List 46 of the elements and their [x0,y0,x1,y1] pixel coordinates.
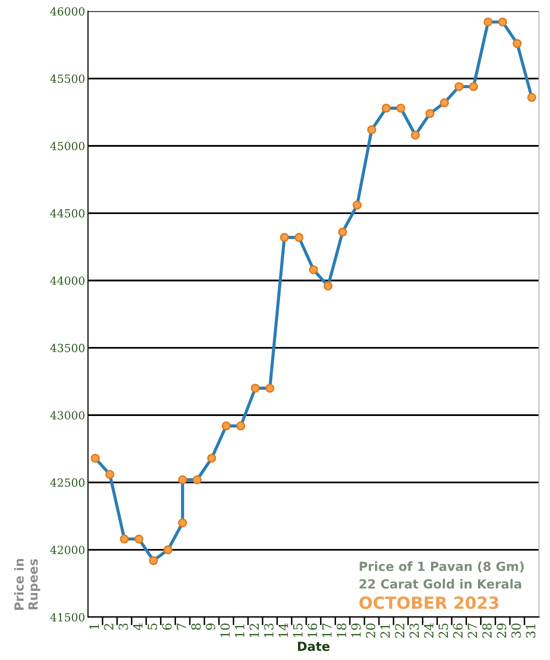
x-tick-label: 13 [264,624,274,638]
x-tick-label: 26 [453,623,463,638]
y-tick-label: 44000 [50,276,84,285]
x-tick-label: 12 [249,624,259,638]
y-tick-label: 42000 [50,546,84,554]
annotation: OCTOBER 2023 [359,596,498,610]
annotation: 22 Carat Gold in Kerala [360,578,522,589]
x-tick-label: 8 [191,623,201,630]
y-axis-title: Price in Rupees [14,558,40,610]
y-tick-label: 42500 [50,478,84,487]
x-tick-label: 17 [322,624,332,638]
x-tick-label: 27 [468,624,477,638]
x-tick-label: 22 [394,624,404,638]
x-tick-label: 10 [220,623,230,638]
x-tick-label: 30 [511,623,521,638]
x-tick-label: 3 [118,624,128,630]
x-tick-label: 31 [526,624,536,638]
x-tick-label: 23 [410,624,419,638]
x-tick-label: 11 [234,624,244,638]
x-tick-label: 5 [148,624,158,630]
x-tick-label: 6 [162,623,172,630]
annotation: Price of 1 Pavan (8 Gm) [360,561,524,573]
x-tick-label: 2 [104,624,114,630]
x-tick-label: 7 [176,624,186,630]
x-tick-label: 4 [133,623,142,630]
x-tick-label: 29 [496,624,506,638]
x-tick-label: 16 [308,623,318,638]
y-tick-label: 46000 [50,7,84,16]
y-tick-label: 43000 [50,411,84,420]
x-tick-label: 18 [336,624,346,638]
x-tick-label: 20 [366,623,376,638]
x-tick-label: 19 [351,624,361,638]
y-tick-label: 41500 [50,613,84,622]
x-tick-label: 1 [89,624,99,630]
x-tick-label: 14 [278,623,288,638]
x-tick-label: 9 [206,623,216,630]
y-tick-label: 44500 [50,209,84,218]
x-tick-label: 21 [380,624,390,638]
y-tick-label: 45000 [50,142,84,150]
x-axis-title: Date [298,642,330,652]
y-tick-label: 43500 [50,344,84,352]
x-tick-label: 28 [482,624,492,638]
x-tick-label: 15 [293,624,303,638]
x-tick-label: 24 [424,623,434,638]
y-tick-label: 45500 [50,74,84,83]
x-tick-label: 25 [438,624,448,638]
